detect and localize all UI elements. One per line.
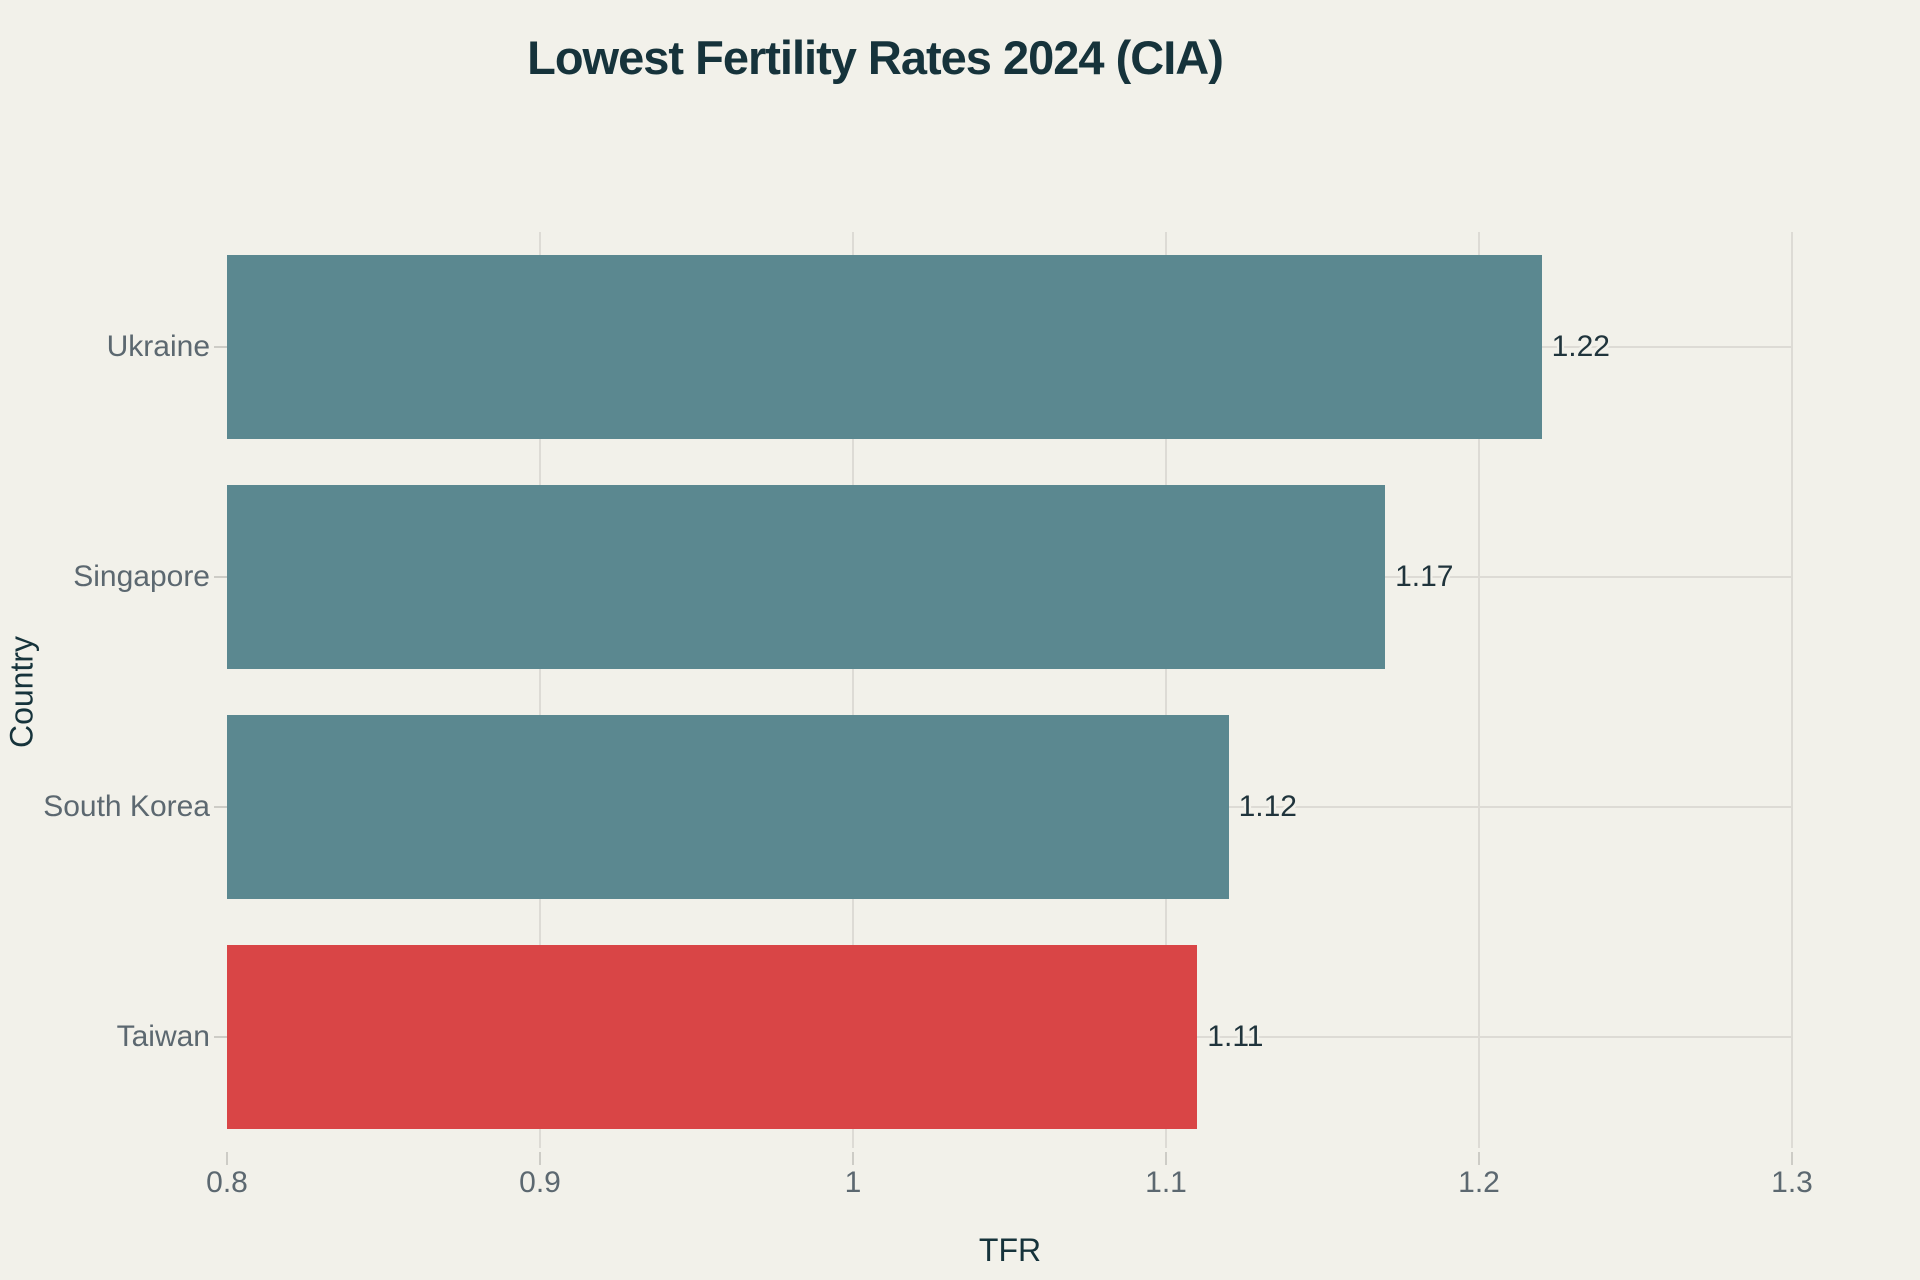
x-axis-title: TFR bbox=[978, 1232, 1042, 1268]
chart-title: Lowest Fertility Rates 2024 (CIA) bbox=[527, 31, 1224, 84]
bar-value-label: 1.12 bbox=[1238, 790, 1297, 823]
x-tick-label: 0.8 bbox=[206, 1166, 248, 1199]
bar-value-label: 1.22 bbox=[1551, 330, 1610, 363]
x-tick-label: 1.1 bbox=[1145, 1166, 1187, 1199]
x-tick-mark bbox=[226, 1152, 228, 1165]
y-tick-label-south-korea: South Korea bbox=[43, 790, 210, 823]
bar-south-korea bbox=[227, 715, 1229, 899]
x-tick-mark bbox=[539, 1152, 541, 1165]
x-gridline bbox=[852, 232, 854, 1148]
x-tick-mark bbox=[1478, 1152, 1480, 1165]
bar-taiwan bbox=[227, 945, 1198, 1129]
y-axis-title: Country bbox=[3, 635, 40, 749]
y-tick-label-taiwan: Taiwan bbox=[116, 1020, 210, 1053]
y-tick-mark bbox=[214, 806, 227, 808]
bar-value-label: 1.11 bbox=[1207, 1020, 1264, 1053]
y-tick-label-singapore: Singapore bbox=[73, 560, 210, 593]
x-gridline bbox=[1791, 232, 1793, 1148]
x-tick-label: 1.2 bbox=[1458, 1166, 1500, 1199]
y-tick-mark bbox=[214, 1036, 227, 1038]
x-gridline bbox=[1478, 232, 1480, 1148]
x-tick-mark bbox=[852, 1152, 854, 1165]
y-tick-mark bbox=[214, 346, 227, 348]
x-tick-mark bbox=[1165, 1152, 1167, 1165]
x-tick-label: 1 bbox=[844, 1166, 862, 1199]
x-gridline bbox=[1165, 232, 1167, 1148]
bar-ukraine bbox=[227, 255, 1542, 439]
y-tick-label-ukraine: Ukraine bbox=[106, 330, 210, 363]
bar-singapore bbox=[227, 485, 1386, 669]
x-tick-mark bbox=[1791, 1152, 1793, 1165]
bar-value-label: 1.17 bbox=[1395, 560, 1454, 593]
x-tick-label: 0.9 bbox=[519, 1166, 561, 1199]
x-gridline bbox=[539, 232, 541, 1148]
x-tick-label: 1.3 bbox=[1771, 1166, 1813, 1199]
y-tick-mark bbox=[214, 576, 227, 578]
